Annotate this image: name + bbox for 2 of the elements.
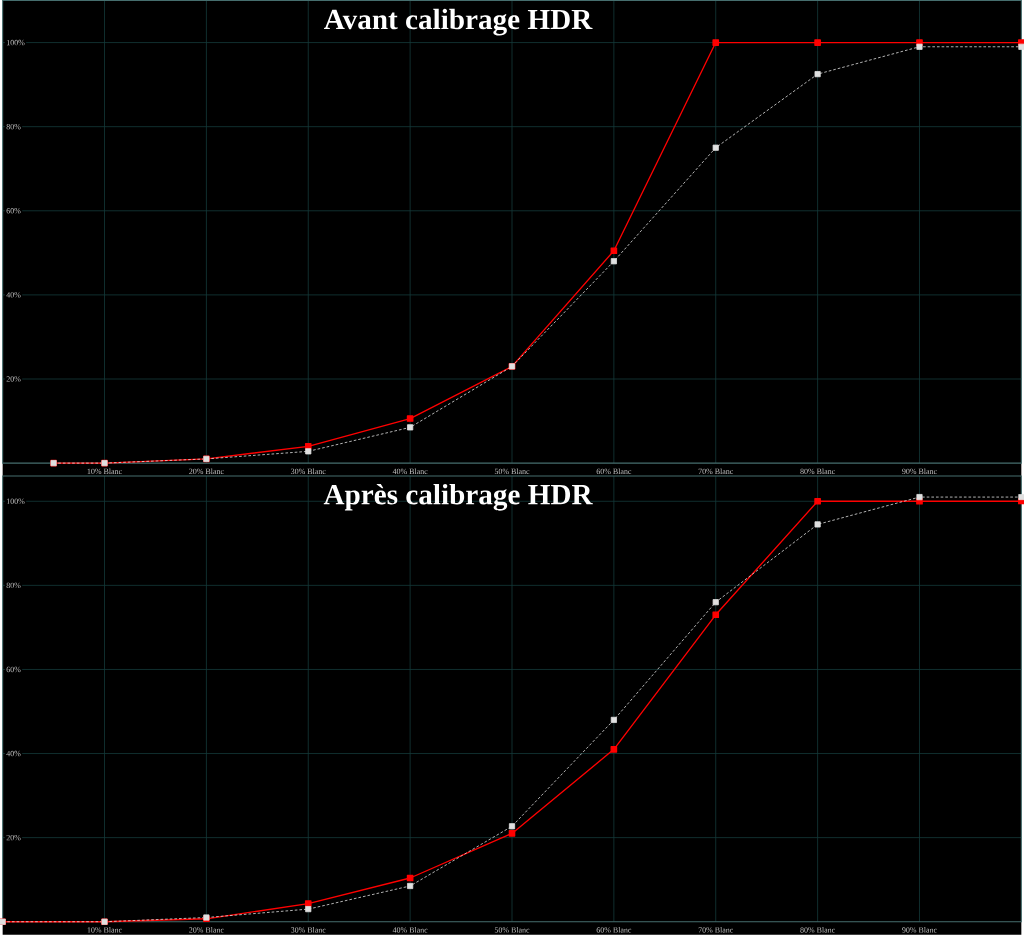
chart-title: Après calibrage HDR (323, 483, 593, 511)
chart-title: Avant calibrage HDR (324, 8, 593, 36)
